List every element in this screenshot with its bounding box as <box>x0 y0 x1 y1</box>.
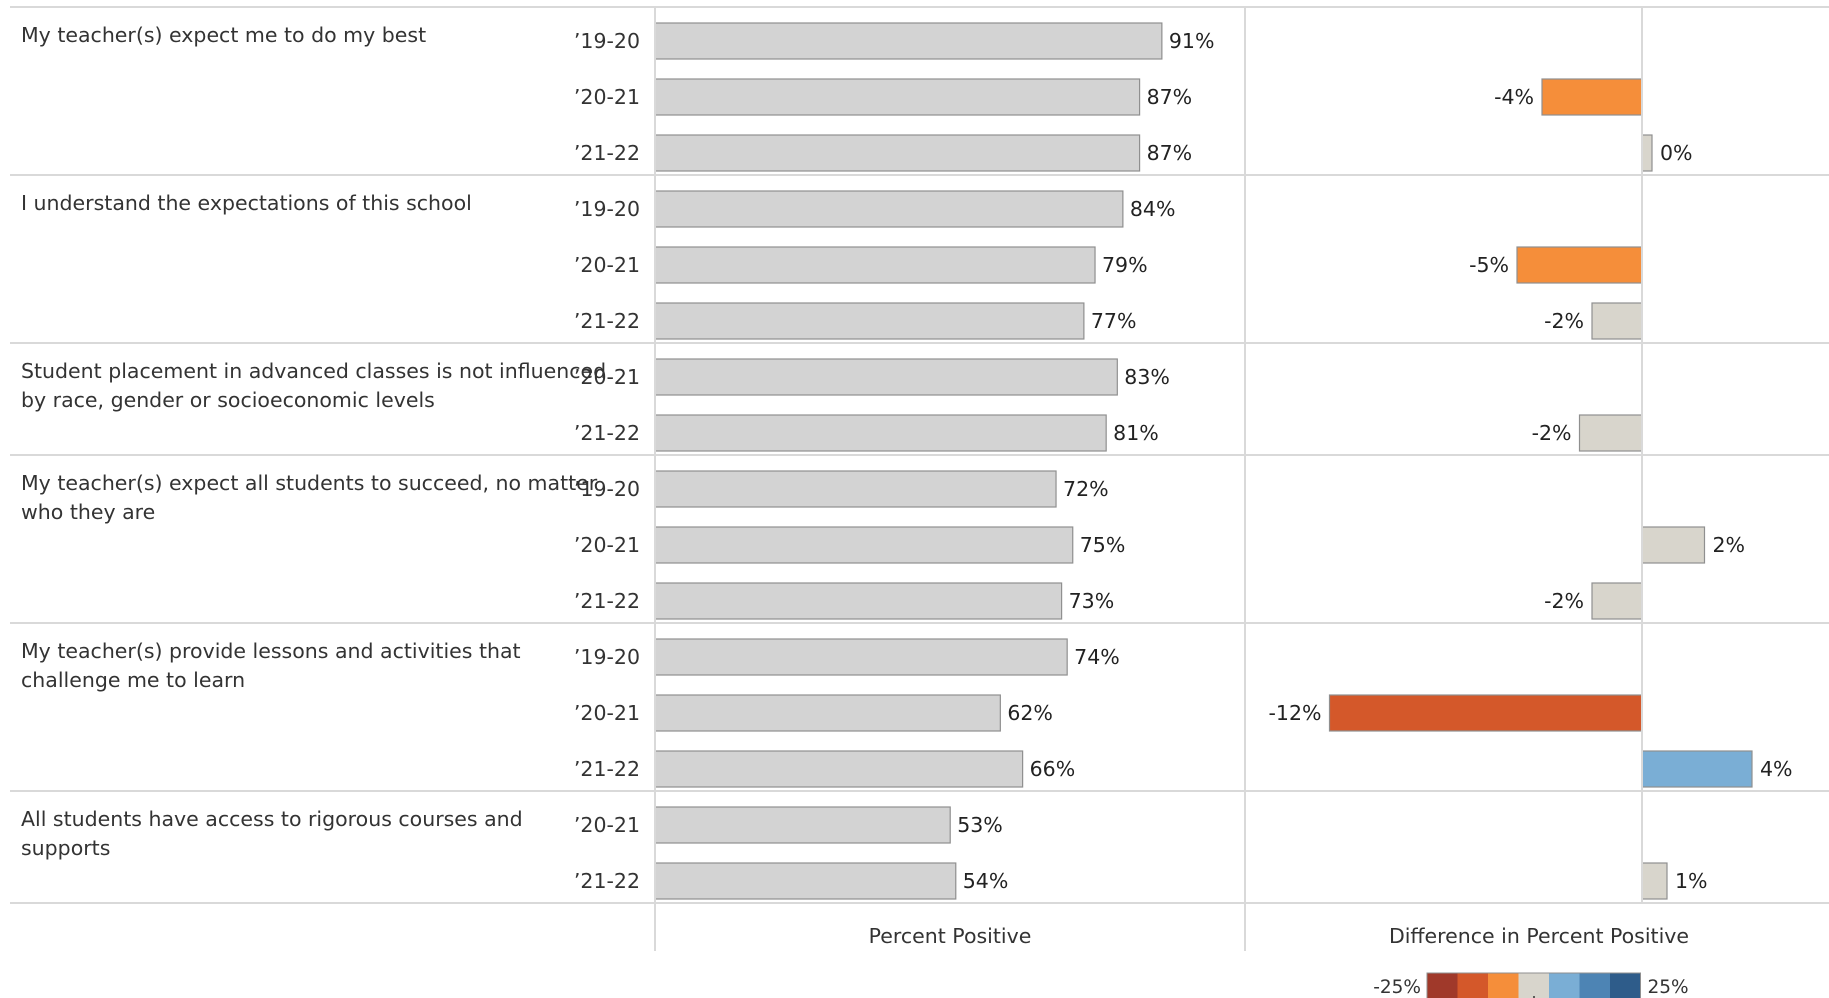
percent-label: 66% <box>1030 757 1076 781</box>
question-label: by race, gender or socioeconomic levels <box>21 388 435 412</box>
question-label: challenge me to learn <box>21 668 245 692</box>
difference-bar <box>1641 750 1753 788</box>
percent-bar <box>654 526 1074 564</box>
year-label: ’20-21 <box>574 701 640 725</box>
percent-label: 84% <box>1130 197 1176 221</box>
question-label: I understand the expectations of this sc… <box>21 191 472 215</box>
legend-swatch <box>1427 973 1458 998</box>
year-label: ’20-21 <box>574 533 640 557</box>
legend-max-label: 25% <box>1648 977 1689 998</box>
percent-bar <box>654 246 1096 284</box>
percent-label: 62% <box>1007 701 1053 725</box>
difference-bar <box>1641 862 1668 900</box>
difference-label: -2% <box>1544 309 1584 333</box>
question-label: All students have access to rigorous cou… <box>21 807 523 831</box>
year-label: ’20-21 <box>574 85 640 109</box>
legend-swatch <box>1488 973 1519 998</box>
year-label: ’21-22 <box>574 421 640 445</box>
percent-label: 87% <box>1147 141 1193 165</box>
year-label: ’21-22 <box>574 589 640 613</box>
difference-label: -12% <box>1269 701 1322 725</box>
legend-swatch <box>1610 973 1641 998</box>
percent-label: 87% <box>1147 85 1193 109</box>
percent-axis-title: Percent Positive <box>869 924 1032 948</box>
percent-label: 72% <box>1063 477 1109 501</box>
percent-bar <box>654 190 1124 228</box>
percent-bar <box>654 78 1141 116</box>
difference-label: -5% <box>1469 253 1509 277</box>
difference-axis-title: Difference in Percent Positive <box>1389 924 1689 948</box>
percent-label: 53% <box>957 813 1003 837</box>
question-label: My teacher(s) expect all students to suc… <box>21 471 598 495</box>
legend-frame <box>1426 972 1641 998</box>
year-label: ’20-21 <box>574 813 640 837</box>
percent-bar <box>654 806 951 844</box>
legend-min-label: -25% <box>1373 977 1421 998</box>
year-label: ’19-20 <box>574 477 640 501</box>
percent-bar <box>654 638 1068 676</box>
question-label: My teacher(s) expect me to do my best <box>21 23 426 47</box>
percent-bar <box>654 470 1057 508</box>
difference-bar <box>1328 694 1643 732</box>
percent-bar <box>654 694 1001 732</box>
percent-label: 79% <box>1102 253 1148 277</box>
legend-swatch <box>1457 973 1488 998</box>
difference-label: 2% <box>1713 533 1746 557</box>
percent-label: 77% <box>1091 309 1137 333</box>
percent-bar <box>654 22 1163 60</box>
legend-swatch <box>1549 973 1580 998</box>
difference-label: -2% <box>1544 589 1584 613</box>
year-label: ’21-22 <box>574 141 640 165</box>
year-label: ’19-20 <box>574 29 640 53</box>
percent-bar <box>654 582 1063 620</box>
percent-label: 91% <box>1169 29 1215 53</box>
legend-swatch <box>1518 973 1549 998</box>
year-label: ’21-22 <box>574 309 640 333</box>
year-label: ’20-21 <box>574 365 640 389</box>
question-label: Student placement in advanced classes is… <box>21 359 606 383</box>
year-label: ’21-22 <box>574 869 640 893</box>
difference-label: 1% <box>1675 869 1708 893</box>
question-label: supports <box>21 836 110 860</box>
difference-label: 4% <box>1760 757 1793 781</box>
question-label: who they are <box>21 500 155 524</box>
difference-bar <box>1591 302 1643 340</box>
percent-bar <box>654 414 1107 452</box>
percent-label: 81% <box>1113 421 1159 445</box>
difference-bar <box>1578 414 1643 452</box>
difference-bar <box>1541 78 1643 116</box>
legend-swatch <box>1579 973 1610 998</box>
percent-bar <box>654 358 1118 396</box>
percent-bar <box>654 862 957 900</box>
difference-bar <box>1591 582 1643 620</box>
percent-label: 73% <box>1069 589 1115 613</box>
percent-label: 54% <box>963 869 1009 893</box>
year-label: ’20-21 <box>574 253 640 277</box>
year-label: ’19-20 <box>574 645 640 669</box>
difference-label: 0% <box>1660 141 1693 165</box>
year-label: ’21-22 <box>574 757 640 781</box>
difference-bar <box>1641 526 1706 564</box>
percent-label: 74% <box>1074 645 1120 669</box>
percent-label: 83% <box>1124 365 1170 389</box>
difference-label: -2% <box>1532 421 1572 445</box>
question-label: My teacher(s) provide lessons and activi… <box>21 639 521 663</box>
percent-bar <box>654 302 1085 340</box>
difference-bar <box>1641 134 1653 172</box>
year-label: ’19-20 <box>574 197 640 221</box>
percent-bar <box>654 750 1024 788</box>
difference-label: -4% <box>1494 85 1534 109</box>
difference-bar <box>1516 246 1643 284</box>
percent-bar <box>654 134 1141 172</box>
percent-label: 75% <box>1080 533 1126 557</box>
